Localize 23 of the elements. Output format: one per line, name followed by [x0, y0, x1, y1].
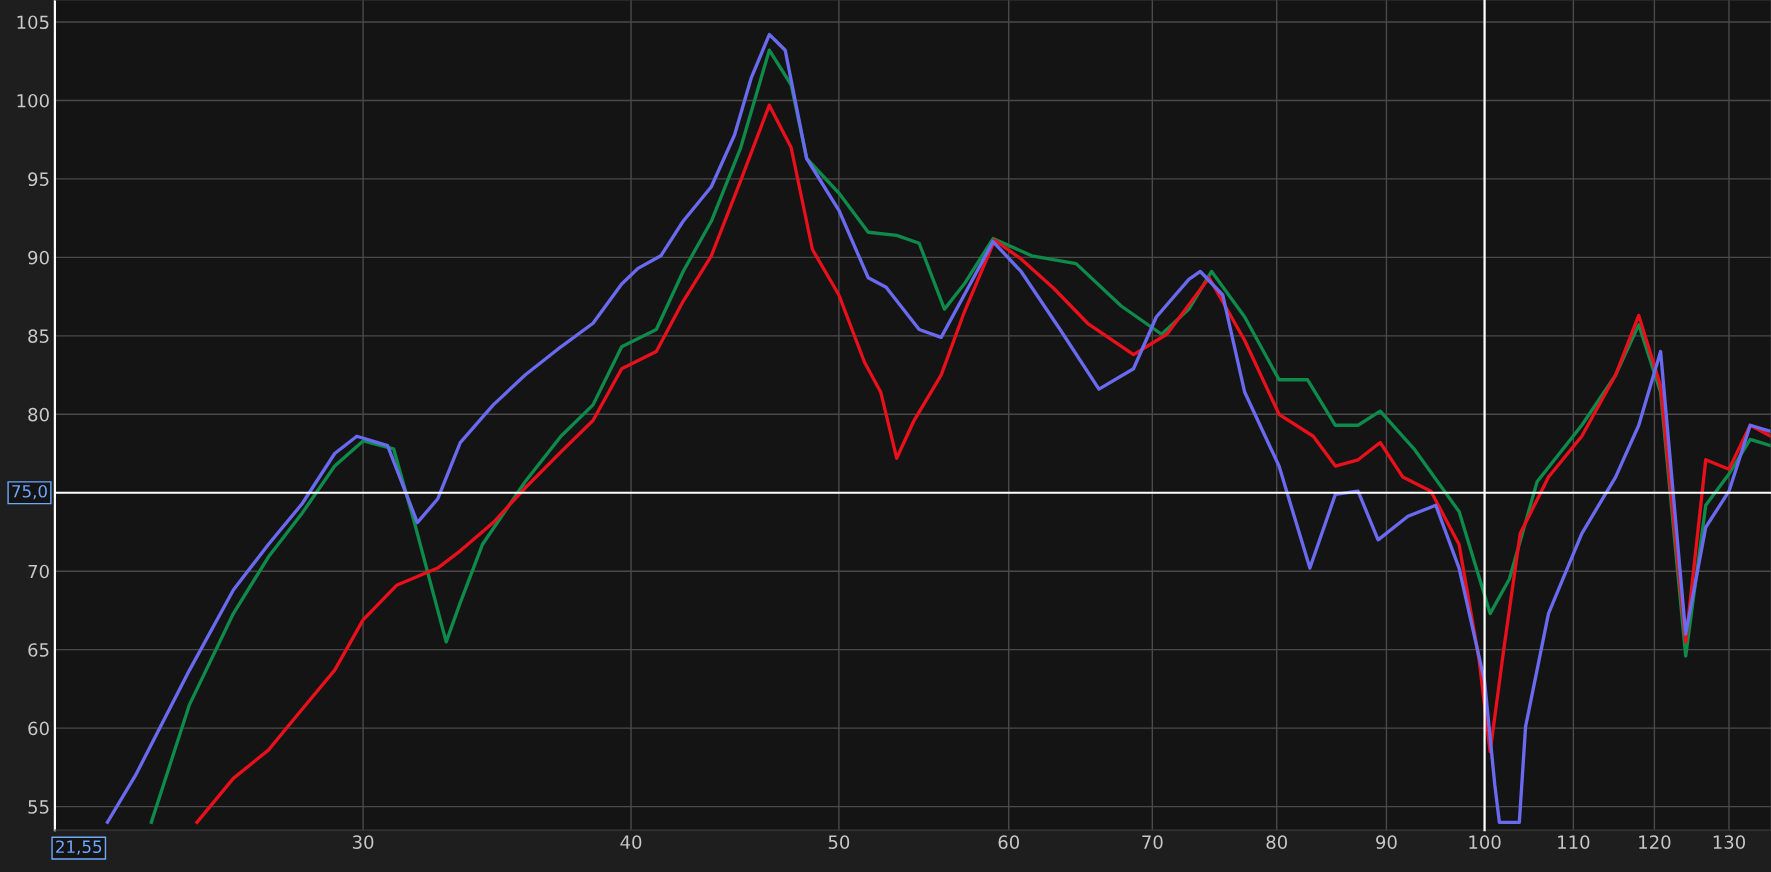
x-tick-label: 30: [352, 835, 374, 849]
x-tick-label: 80: [1266, 835, 1287, 849]
x-tick-label: 120: [1639, 835, 1671, 849]
x-tick-label: 50: [828, 835, 850, 849]
x-tick-label: 70: [1142, 835, 1163, 849]
y-tick-label: 55: [28, 800, 49, 814]
x-tick-label: 90: [1376, 835, 1397, 849]
x-tick-label: 110: [1558, 835, 1590, 849]
y-tick-label: 90: [28, 250, 49, 265]
x-tick-label: 60: [998, 835, 1020, 849]
y-tick-label: 70: [28, 564, 49, 579]
x-tick-label: 130: [1713, 835, 1745, 849]
ref-line-label: 75,0: [12, 484, 47, 500]
y-tick-label: 85: [28, 329, 49, 343]
y-tick-label: 95: [28, 172, 49, 187]
y-tick-label: 60: [28, 721, 49, 736]
y-tick-label: 80: [28, 407, 49, 422]
x-tick-label: 40: [620, 835, 642, 849]
y-tick-label: 105: [17, 15, 49, 30]
x-tick-label: 100: [1469, 835, 1501, 849]
y-tick-label: 100: [17, 93, 49, 108]
y-tick-label: 65: [28, 643, 49, 657]
text: 21,55: [56, 840, 102, 855]
